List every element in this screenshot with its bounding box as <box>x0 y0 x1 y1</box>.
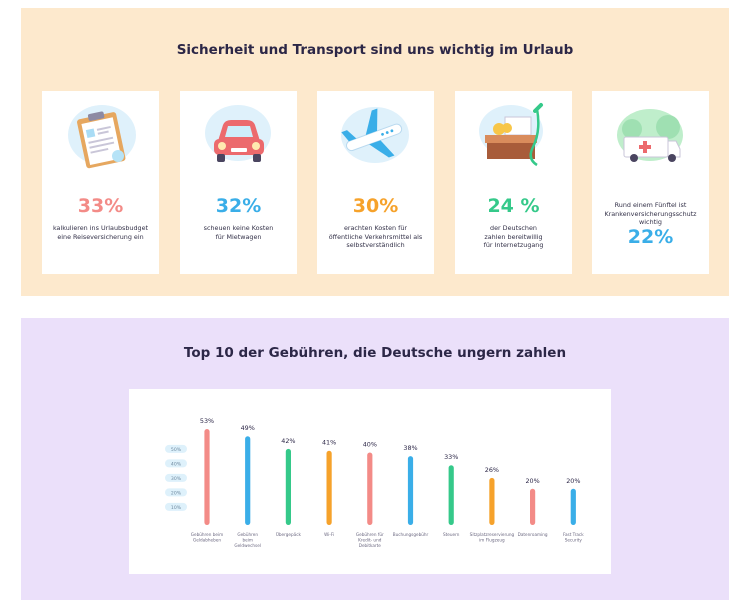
stat-desc-internet: der Deutschen zahlen bereitwillig für In… <box>483 224 544 250</box>
section-title-top: Sicherheit und Transport sind uns wichti… <box>176 42 574 58</box>
bar-value-label: 20% <box>566 477 580 485</box>
stat-card-health-insurance: Rund einem Fünftel ist Krankenversicheru… <box>592 91 709 274</box>
y-tick-pill <box>165 473 187 482</box>
stat-desc-health-insurance: Rund einem Fünftel ist Krankenversicheru… <box>604 201 697 227</box>
y-tick-pill <box>165 488 187 497</box>
stat-value-health-insurance: 22% <box>627 226 674 248</box>
bar-value-label: 49% <box>241 424 255 432</box>
x-tick-label: Sitzplatzreservierung im Flugzeug <box>470 532 515 543</box>
bar <box>530 488 536 525</box>
stat-desc-rental-car: scheuen keine Kosten für Mietwagen <box>203 224 274 241</box>
bar-value-label: 40% <box>363 441 377 449</box>
bar-value-label: 20% <box>525 477 539 485</box>
x-tick-label: Wi-Fi <box>324 532 334 537</box>
bar-value-label: 42% <box>281 437 295 445</box>
bar-value-label: 33% <box>444 453 458 461</box>
airplane-icon <box>341 107 409 163</box>
fees-panel: Top 10 der Gebühren, die Deutsche ungern… <box>21 318 729 600</box>
x-tick-label: Gebühren beim Geldabheben <box>191 532 223 543</box>
stat-value-insurance: 33% <box>77 195 124 217</box>
bar-value-label: 26% <box>485 466 499 474</box>
bar <box>367 452 373 525</box>
y-tick-label: 50% <box>171 447 182 453</box>
y-tick-pill <box>165 502 187 511</box>
stat-card-rental-car: 32% scheuen keine Kosten für Mietwagen <box>180 91 297 274</box>
bar <box>570 488 576 525</box>
stat-value-rental-car: 32% <box>215 195 262 217</box>
x-tick-label: Gebühren für Kredit- und Debitkarte <box>356 532 384 548</box>
stat-value-public-transport: 30% <box>352 195 399 217</box>
car-icon <box>205 105 271 162</box>
y-tick-label: 30% <box>171 476 182 482</box>
bar-value-label: 38% <box>403 444 417 452</box>
stat-value-internet: 24 % <box>487 195 540 217</box>
stat-card-insurance: 33% kalkulieren ins Urlaubsbudget eine R… <box>42 91 159 274</box>
x-tick-label: Datenroaming <box>518 532 548 537</box>
bar <box>448 465 454 525</box>
y-tick-pill <box>165 444 187 453</box>
stat-desc-insurance: kalkulieren ins Urlaubsbudget eine Reise… <box>52 224 149 241</box>
wifi-cable-icon <box>479 103 543 167</box>
bar <box>326 450 332 525</box>
y-tick-label: 20% <box>171 490 182 496</box>
stat-card-public-transport: 30% erachten Kosten für öffentliche Verk… <box>317 91 434 274</box>
clipboard-icon <box>68 105 136 169</box>
bar <box>407 456 414 525</box>
x-tick-label: Übergepäck <box>276 532 302 537</box>
security-transport-panel: Sicherheit und Transport sind uns wichti… <box>21 8 729 296</box>
fees-chart-card: 50% 40% 30% 20% 10% 53% Gebühren beim Geldabheb… <box>129 389 611 574</box>
ambulance-icon <box>617 109 683 162</box>
bar <box>285 448 291 525</box>
y-tick-pill <box>165 459 187 468</box>
section-title-bottom: Top 10 der Gebühren, die Deutsche ungern… <box>183 345 567 361</box>
x-tick-label: Fast Track Security <box>563 532 584 543</box>
y-tick-label: 40% <box>171 461 182 467</box>
bar-value-label: 41% <box>322 439 336 447</box>
stat-desc-public-transport: erachten Kosten für öffentliche Verkehrs… <box>328 224 423 250</box>
bar <box>489 477 495 525</box>
x-tick-label: Gebühren beim Geldwechsel <box>234 532 261 548</box>
bar-value-label: 53% <box>200 417 214 425</box>
bar <box>204 429 210 525</box>
x-tick-label: Steuern <box>443 532 460 537</box>
y-tick-label: 10% <box>171 505 182 511</box>
x-tick-label: Buchungsgebühr <box>393 532 429 537</box>
bar <box>245 436 251 525</box>
stat-card-internet: 24 % der Deutschen zahlen bereitwillig f… <box>455 91 572 274</box>
fees-bar-chart: 50% 40% 30% 20% 10% 53% Gebühren beim Geldabheb… <box>165 417 584 548</box>
